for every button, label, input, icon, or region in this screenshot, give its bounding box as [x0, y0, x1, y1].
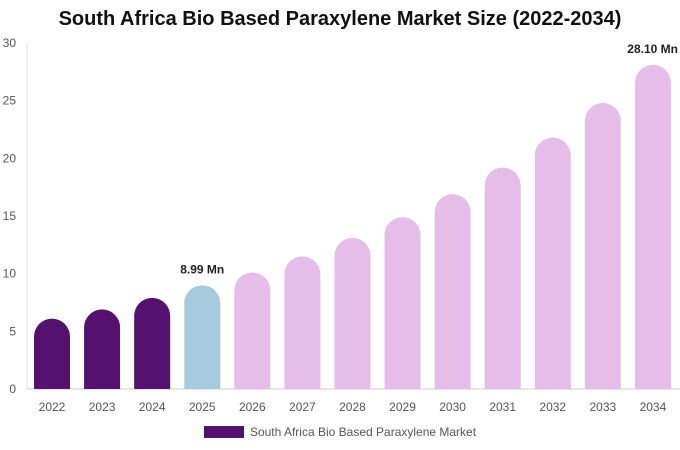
x-tick-label-2031: 2031	[489, 400, 516, 414]
x-tick-label-2030: 2030	[439, 400, 466, 414]
bar-2027	[284, 256, 321, 389]
x-tick-label-2023: 2023	[89, 400, 116, 414]
y-tick-label: 15	[3, 209, 17, 223]
chart-title: South Africa Bio Based Paraxylene Market…	[58, 8, 622, 30]
x-tick-label-2022: 2022	[39, 400, 66, 414]
x-tick-label-2028: 2028	[339, 400, 366, 414]
bar-2029	[384, 217, 421, 389]
bar-2025	[184, 285, 221, 389]
chart-legend: South Africa Bio Based Paraxylene Market	[0, 425, 680, 439]
bar-2031	[484, 167, 521, 389]
bar-2022	[34, 318, 70, 389]
x-tick-label-2033: 2033	[589, 400, 616, 414]
data-label-2025: 8.99 Mn	[180, 262, 224, 276]
chart-data-labels: 8.99 Mn 28.10 Mn	[180, 42, 678, 276]
x-tick-label-2029: 2029	[389, 400, 416, 414]
bar-2032	[534, 137, 571, 389]
data-label-2034: 28.10 Mn	[627, 42, 678, 56]
chart-bars	[34, 64, 671, 390]
x-tick-label-2032: 2032	[539, 400, 566, 414]
legend-label: South Africa Bio Based Paraxylene Market	[249, 425, 477, 439]
y-tick-label: 20	[3, 151, 17, 165]
x-tick-label-2027: 2027	[289, 400, 316, 414]
x-tick-label-2026: 2026	[239, 400, 266, 414]
y-tick-label: 25	[3, 94, 17, 108]
y-tick-label: 0	[9, 382, 16, 396]
x-tick-label-2034: 2034	[640, 400, 667, 414]
legend-swatch	[203, 426, 244, 438]
bar-2034	[634, 64, 671, 389]
bar-2033	[584, 102, 621, 390]
bar-2023	[84, 309, 121, 389]
y-tick-label: 5	[9, 324, 16, 338]
bar-2028	[334, 237, 371, 389]
x-tick-label-2024: 2024	[139, 400, 166, 414]
bar-2026	[234, 272, 271, 389]
bar-2024	[134, 297, 171, 389]
bar-2030	[434, 194, 471, 389]
x-tick-label-2025: 2025	[189, 400, 216, 414]
y-tick-label: 10	[3, 267, 17, 281]
y-tick-label: 30	[3, 36, 17, 50]
